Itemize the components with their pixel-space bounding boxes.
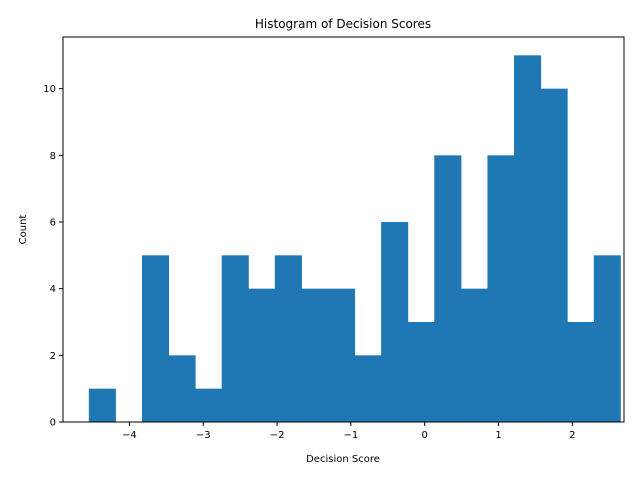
histogram-bar — [141, 255, 170, 422]
x-tick-label: −4 — [122, 430, 137, 441]
y-tick-label: 10 — [43, 84, 56, 95]
y-tick-label: 2 — [50, 351, 56, 362]
histogram-bar — [407, 322, 435, 422]
x-tick-label: 0 — [422, 430, 428, 441]
x-axis-label: Decision Score — [306, 454, 380, 465]
histogram-bar — [381, 222, 409, 422]
histogram-bars — [88, 55, 621, 423]
x-tick-label: 1 — [495, 430, 501, 441]
y-axis-label: Count — [18, 215, 29, 245]
y-tick-label: 4 — [50, 284, 56, 295]
plot-area-border — [62, 36, 625, 423]
y-tick-label: 8 — [50, 151, 56, 162]
x-tick-label: 2 — [569, 430, 575, 441]
x-tick-label: −3 — [196, 430, 211, 441]
histogram-bar — [460, 288, 488, 422]
y-tick-label: 0 — [50, 418, 56, 429]
histogram-bar — [487, 155, 515, 423]
histogram-bar — [301, 288, 329, 422]
histogram-bar — [540, 88, 568, 423]
histogram-bar — [195, 388, 223, 422]
histogram-bar — [274, 255, 302, 422]
x-axis-ticks: −4 −3 −2 −1 0 1 2 — [122, 422, 576, 441]
x-tick-label: −2 — [270, 430, 285, 441]
histogram-bar — [88, 388, 116, 422]
histogram-bar — [514, 55, 542, 422]
histogram-bar — [434, 155, 462, 423]
chart-title: Histogram of Decision Scores — [255, 17, 431, 31]
histogram-bar — [221, 255, 249, 422]
histogram-bar — [327, 288, 356, 422]
histogram-bar — [593, 255, 621, 422]
histogram-bar — [168, 355, 196, 422]
y-axis-ticks: 0 2 4 6 8 10 — [43, 84, 63, 429]
y-tick-label: 6 — [50, 218, 56, 229]
x-tick-label: −1 — [344, 430, 359, 441]
histogram-bar — [567, 322, 595, 422]
histogram-bar — [248, 288, 276, 422]
axes-frame — [62, 36, 625, 423]
histogram-bar — [354, 355, 382, 422]
